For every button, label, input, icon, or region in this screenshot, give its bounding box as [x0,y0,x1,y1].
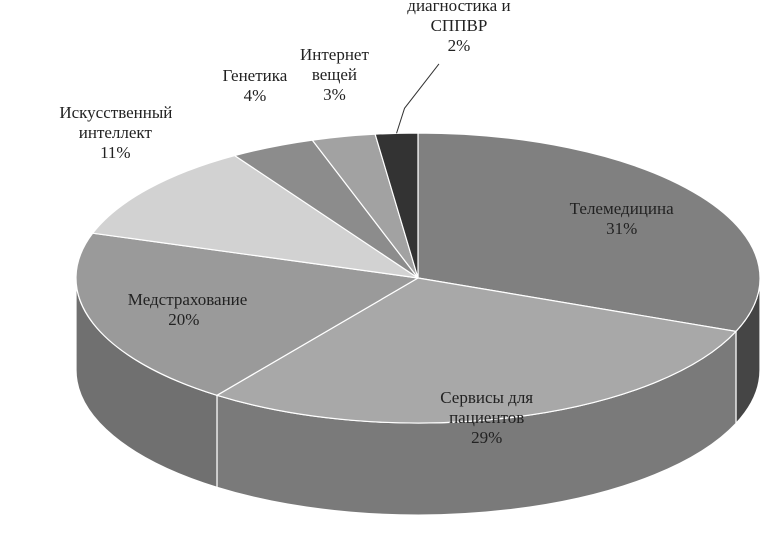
category-label: Телемедицина [569,199,674,219]
value-label: 4% [243,86,267,106]
slice [75,232,420,396]
value-label: 31% [606,219,638,239]
value-label: 3% [323,84,346,104]
slice-label: Интернет вещей 3% [278,45,390,105]
slice [417,132,760,333]
slice [215,277,738,424]
category-label: Медстрахование [127,290,248,310]
value-label: 2% [447,35,471,55]
category-label: Искусственный интеллект [59,103,173,143]
category-label: Интернет вещей [299,44,369,84]
category-label: Цифровая диагностика и СППВР [407,0,511,35]
leader-line [396,63,440,134]
slice-label: Телемедицина 31% [566,199,678,239]
slice-label: Искусственный интеллект 11% [59,103,173,163]
category-label: Сервисы для пациентов [440,388,534,428]
value-label: 11% [100,143,131,163]
value-label: 20% [168,310,200,330]
category-label: Генетика [222,66,288,86]
value-label: 29% [471,428,503,448]
slice [91,154,419,279]
slice-label: Сервисы для пациентов 29% [431,388,543,448]
slice-label: Генетика 4% [199,66,311,106]
slice-label: Медстрахование 20% [127,290,248,330]
